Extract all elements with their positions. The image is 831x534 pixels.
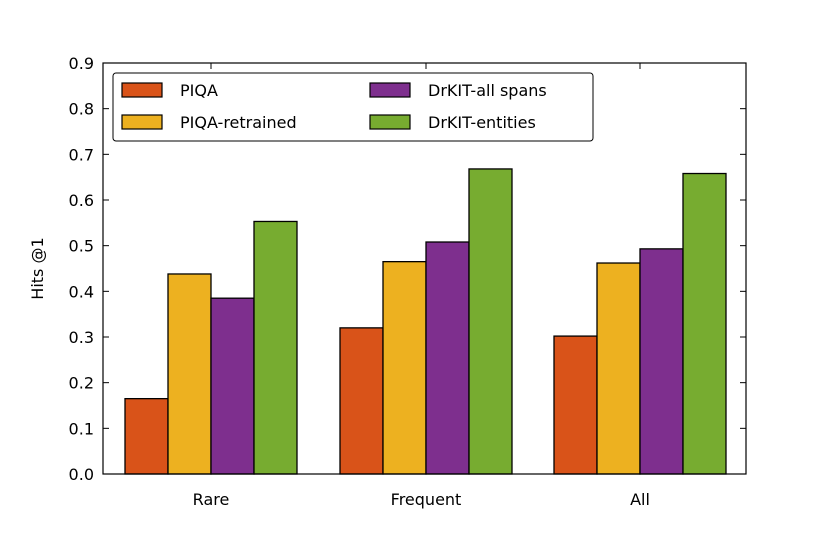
legend-label: DrKIT-all spans [428, 81, 547, 100]
legend-swatch [369, 82, 411, 98]
bar-rare-drkit-entities [253, 220, 298, 475]
bar-all-piqa [553, 335, 598, 475]
bars-layer [124, 168, 727, 475]
y-tick-label: 0.9 [69, 54, 94, 73]
x-tick-label: Frequent [391, 490, 462, 509]
y-tick-label: 0.5 [69, 237, 94, 256]
x-tick-label: All [630, 490, 650, 509]
bar-frequent-piqa-retrained [382, 260, 427, 475]
x-axis: Rare Frequent All [193, 63, 650, 509]
y-tick-label: 0.8 [69, 100, 94, 119]
y-axis-label: Hits @1 [28, 237, 47, 299]
y-tick-label: 0.6 [69, 191, 94, 210]
y-tick-label: 0.7 [69, 145, 94, 164]
bar-rare-piqa [124, 397, 169, 475]
bar-all-drkit-all-spans [639, 248, 684, 475]
legend-box [112, 72, 594, 142]
legend-label: PIQA-retrained [180, 113, 297, 132]
legend: PIQA PIQA-retrained DrKIT-all spans DrKIT-e… [112, 72, 594, 142]
plot-frame [102, 62, 747, 475]
legend-label: PIQA [180, 81, 218, 100]
bar-frequent-piqa [339, 327, 384, 475]
y-tick-label: 0.2 [69, 374, 94, 393]
bar-frequent-drkit-all-spans [425, 241, 470, 475]
y-tick-label: 0.1 [69, 419, 94, 438]
y-tick-label: 0.4 [69, 282, 94, 301]
bar-all-drkit-entities [682, 172, 727, 475]
legend-swatch [369, 114, 411, 130]
bar-frequent-drkit-entities [468, 168, 513, 475]
legend-swatch [121, 82, 163, 98]
legend-swatch [121, 114, 163, 130]
y-tick-label: 0.3 [69, 328, 94, 347]
y-tick-label: 0.0 [69, 465, 94, 484]
x-tick-label: Rare [193, 490, 230, 509]
y-axis: 0.0 0.1 0.2 0.3 0.4 0.5 0.6 0.7 0.8 0.9 [69, 54, 746, 484]
bar-rare-piqa-retrained [167, 273, 212, 475]
bar-rare-drkit-all-spans [210, 297, 255, 475]
legend-label: DrKIT-entities [428, 113, 536, 132]
bar-all-piqa-retrained [596, 262, 641, 475]
